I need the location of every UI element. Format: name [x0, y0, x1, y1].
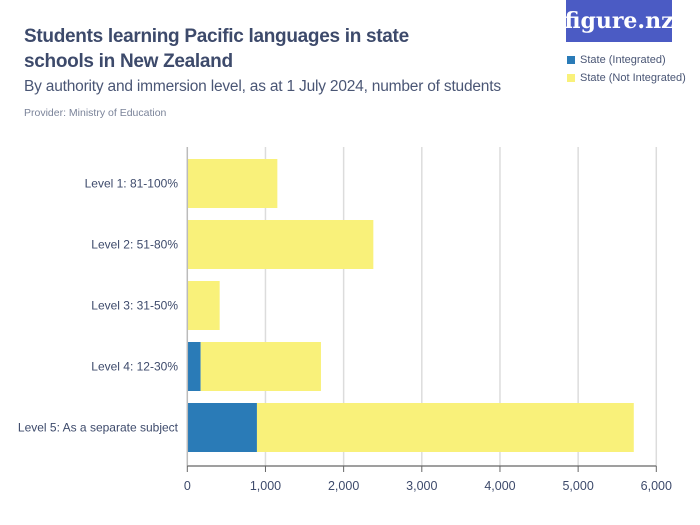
- bar-segment: [187, 220, 374, 269]
- bar-segment: [187, 342, 201, 391]
- x-tick-label: 3,000: [406, 479, 437, 493]
- bar-segment: [256, 403, 634, 452]
- legend-label: State (Not Integrated): [580, 72, 686, 84]
- bar-segment: [187, 281, 220, 330]
- x-tick-label: 2,000: [328, 479, 359, 493]
- provider-note: Provider: Ministry of Education: [24, 107, 167, 119]
- legend-swatch: [567, 56, 575, 64]
- category-label: Level 5: As a separate subject: [18, 421, 179, 435]
- category-label: Level 3: 31-50%: [91, 299, 178, 313]
- figure-nz-logo[interactable]: figure.nz: [564, 0, 674, 42]
- x-tick-label: 5,000: [562, 479, 593, 493]
- chart-subtitle: By authority and immersion level, as at …: [24, 78, 501, 95]
- legend-label: State (Integrated): [580, 54, 666, 66]
- legend-item-not-integrated: State (Not Integrated): [567, 72, 686, 84]
- x-tick-label: 6,000: [641, 479, 672, 493]
- x-tick-label: 4,000: [484, 479, 515, 493]
- legend-swatch: [567, 74, 575, 82]
- category-label: Level 2: 51-80%: [91, 238, 178, 252]
- category-label: Level 1: 81-100%: [85, 177, 179, 191]
- legend-item-integrated: State (Integrated): [567, 54, 666, 66]
- bar-segment: [187, 403, 257, 452]
- bar-segment: [200, 342, 321, 391]
- x-tick-label: 1,000: [250, 479, 281, 493]
- category-label: Level 4: 12-30%: [91, 360, 178, 374]
- x-tick-label: 0: [184, 479, 191, 493]
- bar-segment: [187, 159, 278, 208]
- chart-title: Students learning Pacific languages in s…: [24, 26, 409, 72]
